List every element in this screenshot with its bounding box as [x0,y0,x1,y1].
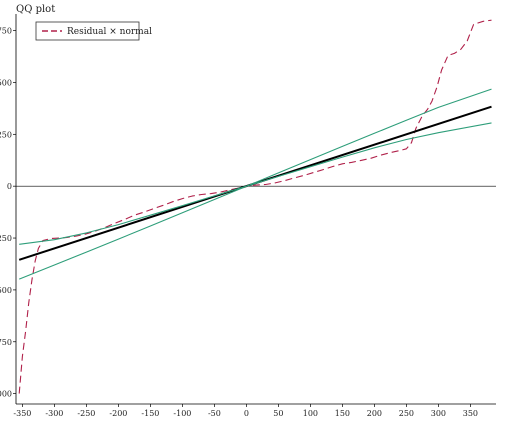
x-tick-label: -100 [173,409,191,418]
y-tick-label: 0 [7,182,12,191]
x-tick-label: -200 [109,409,127,418]
y-tick-label: -750 [0,338,12,347]
series-lower-envelope [19,122,492,245]
x-tick-label: 300 [431,409,446,418]
y-tick-label: -1000 [0,390,12,399]
y-tick-label: -250 [0,234,12,243]
y-tick-label: -500 [0,286,12,295]
x-tick-label: -300 [45,409,63,418]
y-tick-label: 750 [0,27,12,36]
axes [15,14,496,405]
tick-labels: -350 -300 -250 -200 -150 -100 -50 0 50 100 150 200 2… [0,27,478,418]
series-layer [18,19,492,394]
x-tick-label: 200 [367,409,382,418]
x-tick-label: -350 [13,409,31,418]
x-tick-label: 50 [273,409,283,418]
x-tick-label: 250 [399,409,414,418]
x-tick-label: -50 [208,409,221,418]
y-tick-label: 500 [0,78,12,87]
x-tick-label: 350 [463,409,478,418]
x-tick-label: 150 [335,409,350,418]
x-tick-label: 0 [244,409,249,418]
x-tick-label: -150 [141,409,159,418]
x-tick-label: 100 [303,409,318,418]
legend: Residual × normal [35,21,152,41]
y-tick-label: 250 [0,130,12,139]
chart-title: QQ plot [16,4,55,15]
legend-label-residual-normal: Residual × normal [67,27,152,37]
legend-box [35,21,140,41]
x-tick-label: -250 [77,409,95,418]
series-residual-normal [18,19,492,394]
